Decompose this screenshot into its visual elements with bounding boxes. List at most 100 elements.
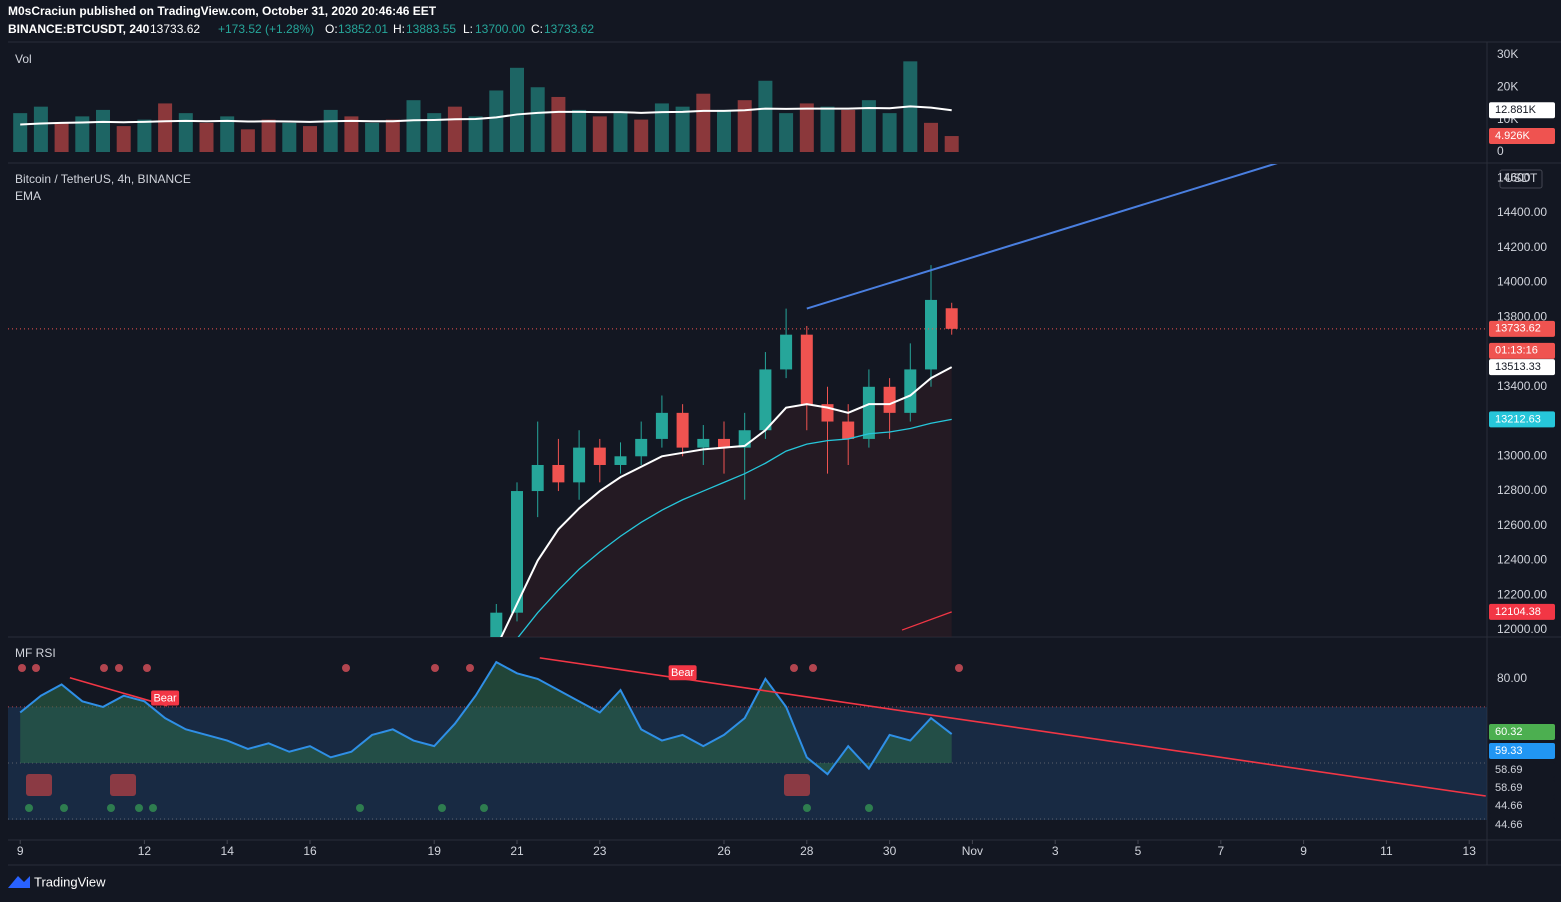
vol-ma: [20, 105, 952, 126]
candle-body: [718, 438, 730, 448]
vol-bar: [717, 109, 731, 152]
price-tick-label: 13800.00: [1497, 309, 1547, 323]
candle-body: [531, 464, 544, 492]
l-value: 13700.00: [475, 22, 525, 36]
signal-box: [151, 690, 180, 706]
price-badge: [1489, 743, 1555, 759]
vol-bar: [861, 100, 876, 152]
vol-bar: [282, 122, 297, 152]
price-tick-label: 12600.00: [1497, 518, 1547, 532]
price-plot: [490, 164, 1278, 637]
vol-tick-label: 0: [1497, 144, 1504, 158]
vol-bar: [427, 113, 442, 152]
vol-bar: [303, 126, 317, 152]
price-badge-label: 12.881K: [1495, 104, 1537, 116]
candle-body: [925, 299, 937, 370]
price-badge-label: 01:13:16: [1495, 345, 1538, 357]
price-tick-label: 12000.00: [1497, 622, 1547, 636]
price-badge: [1489, 724, 1555, 740]
x-tick-label: 5: [1135, 844, 1142, 858]
x-tick-label: 3: [1052, 844, 1059, 858]
price-badge: [1489, 359, 1555, 376]
x-tick-label: 19: [428, 844, 442, 858]
vol-bar: [779, 113, 794, 152]
price-tick-label: 14200.00: [1497, 240, 1547, 254]
change: +173.52 (+1.28%): [218, 22, 314, 36]
vol-bar: [447, 106, 462, 152]
vol-bar: [75, 116, 90, 152]
x-tick-label: 23: [593, 844, 607, 858]
vol-bar: [654, 103, 669, 152]
vol-bar: [344, 116, 359, 152]
vol-bar: [572, 109, 587, 152]
rsi-title: MF RSI: [15, 646, 56, 660]
vol-bar: [261, 119, 276, 152]
x-tick-label: 21: [510, 844, 524, 858]
publisher: M0sCraciun published on TradingView.com,…: [8, 4, 437, 18]
vol-bar: [799, 103, 814, 152]
vol-bar: [13, 113, 28, 152]
candle-body: [697, 438, 710, 448]
vol-bar: [468, 116, 483, 152]
price-badge-label: 58.69: [1495, 782, 1523, 794]
signal-label: Bear: [153, 692, 177, 704]
price-badge: [1489, 320, 1555, 337]
vol-bar: [137, 119, 152, 152]
candle-body: [759, 369, 772, 431]
price-tick-label: 14400.00: [1497, 205, 1547, 219]
ema-line: [500, 366, 953, 637]
candle-body: [800, 334, 813, 405]
vol-bar: [592, 116, 607, 152]
candle-body: [490, 612, 503, 637]
vol-bar: [489, 90, 504, 152]
vol-bar: [178, 113, 193, 152]
vol-bar: [530, 87, 545, 152]
vol-bar: [696, 93, 711, 152]
price-badge-label: 13513.33: [1495, 361, 1541, 373]
rsi-plot: [8, 657, 1487, 820]
x-tick-label: 30: [883, 844, 897, 858]
currency-box[interactable]: [1499, 169, 1543, 189]
vol-bar: [758, 80, 773, 152]
ema-title: EMA: [15, 189, 41, 203]
vol-bar: [220, 116, 235, 152]
candle-body: [862, 386, 875, 439]
candle-body: [511, 491, 523, 613]
o-value: 13852.01: [338, 22, 388, 36]
price-badge-label: 13212.63: [1495, 413, 1541, 425]
rsi-tick-label: 80.00: [1497, 671, 1527, 685]
candle-body: [676, 412, 689, 448]
rsi-trendline: [69, 677, 168, 707]
price-title: Bitcoin / TetherUS, 4h, BINANCE: [15, 172, 191, 186]
vol-tick-label: 30K: [1497, 47, 1518, 61]
price-tick-label: 13400.00: [1497, 379, 1547, 393]
price: 13733.62: [150, 22, 200, 36]
candle-body: [945, 308, 958, 329]
x-tick-label: 9: [17, 844, 24, 858]
c-label: C:: [531, 22, 543, 36]
price-badge-label: 12104.38: [1495, 606, 1541, 618]
x-tick-label: 16: [303, 844, 317, 858]
vol-bar: [33, 106, 48, 152]
logo[interactable]: TradingView: [8, 874, 106, 889]
c-value: 13733.62: [544, 22, 594, 36]
signal-box: [668, 665, 697, 681]
vol-title: Vol: [15, 52, 32, 66]
price-badge: [1489, 762, 1555, 778]
price-badge-label: 4.926K: [1495, 130, 1531, 142]
rsi-area: [20, 662, 952, 775]
candle-body: [904, 369, 917, 413]
price-badge: [1489, 817, 1555, 833]
ema-fill: [496, 367, 952, 637]
x-tick-label: 9: [1300, 844, 1307, 858]
panel-borders: [8, 41, 1561, 866]
h-label: H:: [393, 22, 405, 36]
candle-body: [635, 438, 648, 457]
vol-bar: [240, 129, 255, 152]
price-tick-label: 14600: [1497, 170, 1531, 184]
rsi-trendline: [539, 657, 1486, 797]
vol-bar: [613, 113, 628, 152]
vol-bar: [116, 126, 131, 152]
candle-body: [552, 464, 565, 483]
x-tick-label: 12: [138, 844, 152, 858]
